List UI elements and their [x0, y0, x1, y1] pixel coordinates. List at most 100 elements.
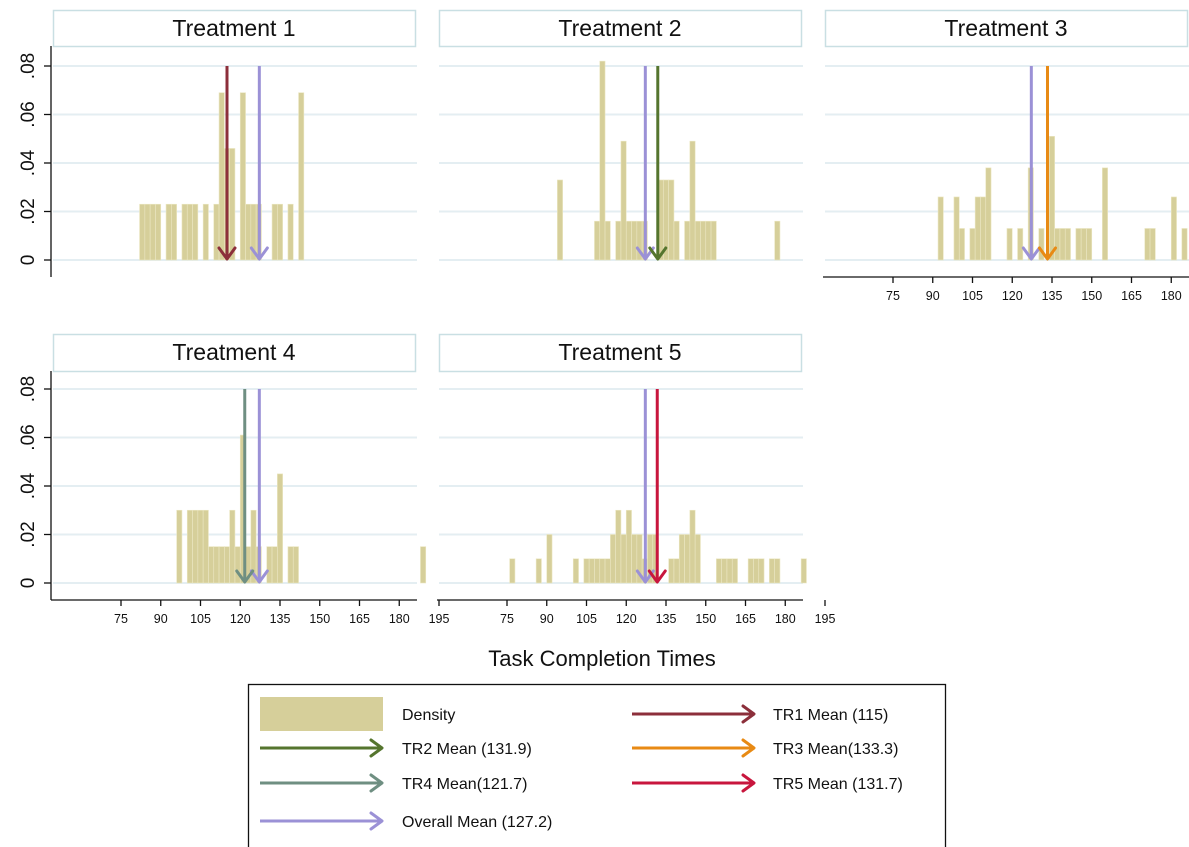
histogram-bar: [599, 60, 606, 261]
legend-item: TR5 Mean (131.7): [632, 773, 903, 793]
x-tick-label: 195: [815, 612, 836, 626]
histogram-bar: [218, 546, 225, 584]
histogram-bar: [631, 534, 638, 584]
panel-title: Treatment 5: [558, 339, 681, 365]
histogram-bar: [769, 558, 775, 584]
histogram-bar: [213, 546, 220, 584]
legend: Density TR1 Mean (115) TR2 Mean (131.9) TR3…: [247, 683, 947, 847]
x-tick-label: 150: [309, 612, 330, 626]
histogram-bar: [202, 509, 209, 584]
histogram-bar: [937, 196, 944, 261]
histogram-bar: [689, 140, 696, 261]
histogram-bar: [620, 140, 627, 261]
histogram-bar: [535, 558, 542, 584]
histogram-bar: [689, 509, 696, 584]
x-tick-label: 165: [735, 612, 756, 626]
histogram-bar: [705, 220, 712, 261]
x-tick-label: 90: [154, 612, 168, 626]
x-tick-label: 75: [500, 612, 514, 626]
x-tick-label: 150: [1081, 289, 1102, 303]
y-tick-label: .08: [18, 376, 39, 402]
histogram-bar: [721, 558, 728, 584]
histogram-bar: [1075, 228, 1082, 261]
histogram-bar: [213, 203, 220, 261]
histogram-bar: [594, 220, 601, 261]
legend-item: TR1 Mean (115): [632, 704, 888, 724]
histogram-bar: [197, 509, 204, 584]
treatment-mean-arrowhead: [648, 246, 668, 261]
x-tick-label: 120: [230, 612, 251, 626]
histogram-bar: [974, 196, 981, 261]
histogram-bar: [610, 534, 616, 584]
histogram-bar: [186, 203, 193, 261]
histogram-bar: [245, 203, 252, 261]
legend-item: TR4 Mean(121.7): [260, 773, 527, 793]
y-tick-label: .04: [18, 472, 39, 499]
panel-title-box: [52, 333, 417, 373]
histogram-bar: [700, 220, 707, 261]
histogram-bar: [599, 558, 606, 584]
legend-item: Overall Mean (127.2): [260, 811, 552, 831]
histogram-bar: [678, 534, 685, 584]
histogram-bar: [673, 558, 680, 584]
histogram-bar: [287, 203, 294, 261]
legend-arrowhead: [741, 773, 756, 793]
legend-density-swatch: [260, 697, 383, 731]
histogram-bar: [277, 203, 283, 261]
histogram-bar: [271, 546, 278, 584]
treatment-mean-arrowhead: [1037, 246, 1057, 261]
histogram-bar: [583, 558, 590, 584]
histogram-bar: [604, 558, 611, 584]
legend-arrowhead: [369, 738, 384, 758]
histogram-bar: [287, 546, 294, 584]
x-tick-label: 90: [540, 612, 554, 626]
histogram-bar: [710, 220, 717, 261]
histogram-bar: [673, 220, 680, 261]
overall-mean-arrowhead: [249, 569, 269, 584]
histogram-bar: [229, 509, 236, 584]
histogram-bar: [774, 558, 781, 584]
histogram-bar: [684, 220, 691, 261]
histogram-bar: [171, 203, 177, 261]
histogram-bar: [192, 203, 199, 261]
histogram-bar: [509, 558, 516, 584]
legend-label: Density: [402, 707, 455, 724]
y-tick-label: .08: [18, 53, 39, 79]
histogram-bar: [192, 509, 199, 584]
treatment-mean-arrowhead: [235, 569, 255, 584]
histogram-bar: [1149, 228, 1156, 261]
legend-item: TR2 Mean (131.9): [260, 738, 532, 758]
histogram-bar: [668, 558, 675, 584]
x-tick-label: 180: [1161, 289, 1182, 303]
y-tick-label: .02: [18, 198, 39, 224]
histogram-bar: [1086, 228, 1093, 261]
y-tick-label: 0: [18, 578, 39, 589]
x-axis-label: Task Completion Times: [488, 646, 715, 671]
legend-label: TR4 Mean(121.7): [402, 776, 527, 793]
histogram-bar: [1181, 228, 1188, 261]
panel-3: Treatment 37590105120135150165180195: [823, 9, 1189, 303]
histogram-bar: [1059, 228, 1066, 261]
legend-arrowhead: [741, 738, 756, 758]
overall-mean-arrowhead: [249, 246, 269, 261]
histogram-bar: [726, 558, 733, 584]
histogram-bar: [716, 558, 722, 584]
histogram-bar: [620, 534, 627, 584]
histogram-bar: [1006, 228, 1013, 261]
panels-group: Treatment 1 0 .02 .04 .06 .08 Treatment 2 Treat…: [18, 9, 1189, 626]
histogram-bar: [985, 167, 992, 261]
x-tick-label: 75: [114, 612, 128, 626]
histogram-bar: [1102, 167, 1108, 261]
histogram-bar: [774, 220, 781, 261]
histogram-bar: [625, 220, 632, 261]
x-tick-label: 165: [1121, 289, 1142, 303]
histogram-bar: [229, 148, 236, 261]
histogram-bar: [202, 203, 209, 261]
histogram-bar: [800, 558, 807, 584]
histogram-bar: [588, 558, 595, 584]
histogram-bar: [557, 179, 563, 261]
histogram-bar: [594, 558, 601, 584]
histogram-bar: [266, 546, 273, 584]
histogram-bar: [1038, 228, 1045, 261]
